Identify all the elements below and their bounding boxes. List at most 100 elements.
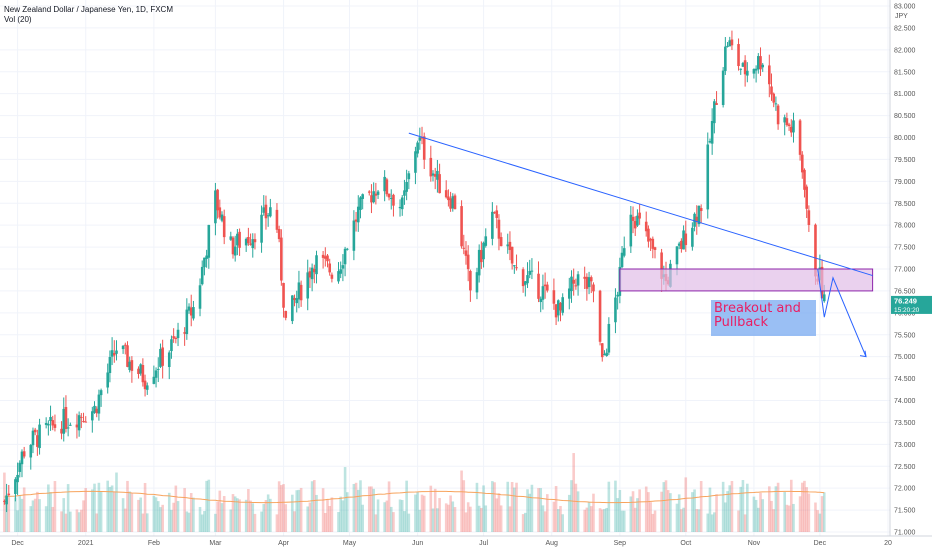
volume-bar bbox=[491, 481, 494, 532]
candle-body bbox=[231, 237, 235, 255]
volume-bar bbox=[108, 486, 112, 532]
volume-bar bbox=[306, 506, 310, 532]
candle-body bbox=[222, 216, 226, 238]
volume-indicator-label[interactable]: Vol (20) bbox=[4, 15, 32, 24]
candle-body bbox=[660, 252, 663, 279]
volume-bar bbox=[699, 481, 703, 532]
candle-body bbox=[699, 207, 703, 212]
volume-bar bbox=[38, 499, 41, 532]
volume-bar bbox=[660, 491, 663, 532]
volume-bar bbox=[600, 509, 604, 532]
candle-body bbox=[803, 169, 806, 190]
volume-bar bbox=[95, 513, 99, 532]
candle-body bbox=[636, 215, 639, 226]
volume-bar bbox=[754, 499, 758, 532]
candle-body bbox=[220, 214, 224, 221]
time-tick-label: Dec bbox=[11, 540, 24, 547]
candle-body bbox=[198, 285, 202, 309]
volume-bar bbox=[260, 511, 263, 532]
volume-bar bbox=[585, 507, 589, 532]
volume-bar bbox=[253, 513, 257, 532]
candle-body bbox=[337, 271, 340, 282]
candle-body bbox=[249, 243, 252, 245]
volume-bar bbox=[315, 494, 318, 532]
candle-body bbox=[69, 424, 72, 426]
volume-bar bbox=[293, 511, 296, 532]
candle-body bbox=[352, 220, 356, 251]
candle-body bbox=[708, 141, 712, 143]
volume-bar bbox=[429, 485, 433, 532]
candle-body bbox=[367, 191, 371, 193]
candle-body bbox=[137, 368, 140, 375]
volume-bar bbox=[528, 493, 532, 532]
candle-body bbox=[726, 45, 729, 47]
candle-body bbox=[491, 211, 494, 239]
volume-bar bbox=[614, 480, 617, 532]
price-tick-label: 78.000 bbox=[894, 223, 916, 230]
volume-bar bbox=[91, 489, 94, 532]
volume-bar bbox=[284, 504, 288, 532]
candle-body bbox=[60, 428, 63, 434]
candle-body bbox=[121, 345, 125, 350]
candle-body bbox=[141, 365, 145, 383]
candle-body bbox=[770, 86, 773, 95]
volume-bar bbox=[822, 492, 826, 532]
candle-body bbox=[106, 372, 110, 388]
volume-bar bbox=[343, 467, 347, 532]
volume-bar bbox=[308, 502, 312, 532]
volume-bar bbox=[14, 497, 17, 532]
candle-body bbox=[20, 451, 24, 465]
time-tick-label: 2021 bbox=[78, 540, 94, 547]
candle-body bbox=[398, 206, 402, 209]
candle-body bbox=[277, 229, 281, 240]
candle-body bbox=[295, 298, 299, 304]
volume-bar bbox=[280, 485, 283, 532]
candle-body bbox=[389, 197, 393, 199]
candle-body bbox=[475, 272, 479, 293]
volume-bar bbox=[5, 500, 8, 532]
candle-body bbox=[145, 385, 149, 390]
candle-body bbox=[746, 70, 749, 76]
candle-body bbox=[418, 137, 422, 141]
candle-body bbox=[469, 270, 472, 291]
volume-bar bbox=[576, 491, 580, 532]
breakout-note[interactable]: Breakout and Pullback bbox=[711, 300, 816, 336]
candle-body bbox=[170, 339, 173, 352]
candle-body bbox=[629, 214, 633, 247]
candle-body bbox=[530, 270, 534, 272]
candle-body bbox=[589, 277, 593, 282]
volume-bar bbox=[587, 501, 591, 532]
volume-bar bbox=[36, 491, 39, 532]
candle-body bbox=[524, 281, 527, 285]
volume-bar bbox=[620, 510, 624, 532]
price-tick-label: 75.500 bbox=[894, 332, 916, 339]
volume-bar bbox=[156, 501, 160, 532]
candle-body bbox=[757, 56, 760, 70]
volume-bar bbox=[785, 504, 789, 532]
volume-bar bbox=[282, 484, 285, 532]
candle-body bbox=[203, 257, 206, 268]
volume-bar bbox=[506, 481, 510, 532]
currency-label: JPY bbox=[895, 13, 908, 20]
volume-bar bbox=[460, 470, 463, 532]
candle-body bbox=[99, 390, 103, 396]
candle-body bbox=[126, 345, 129, 367]
volume-bar bbox=[115, 472, 118, 532]
candle-body bbox=[513, 265, 516, 267]
symbol-title[interactable]: New Zealand Dollar / Japanese Yen, 1D, F… bbox=[4, 5, 173, 14]
time-tick-label: Dec bbox=[814, 540, 827, 547]
volume-bar bbox=[247, 489, 250, 532]
volume-bar bbox=[407, 513, 411, 532]
candle-body bbox=[315, 255, 318, 275]
candle-body bbox=[737, 44, 740, 67]
volume-bar bbox=[776, 482, 780, 532]
volume-bar bbox=[629, 496, 633, 532]
volume-bar bbox=[121, 498, 125, 532]
volume-bar bbox=[29, 506, 33, 532]
volume-bar bbox=[251, 503, 255, 532]
candle-body bbox=[587, 277, 591, 288]
volume-bar bbox=[728, 485, 732, 532]
price-tick-label: 75.000 bbox=[894, 354, 916, 361]
